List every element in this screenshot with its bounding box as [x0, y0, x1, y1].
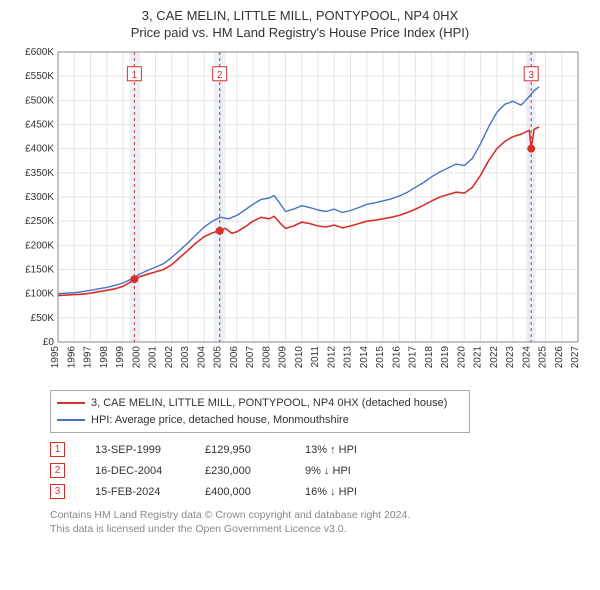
event-price: £400,000	[205, 486, 305, 498]
svg-text:2004: 2004	[196, 346, 207, 369]
svg-text:2018: 2018	[424, 346, 435, 369]
svg-text:£200K: £200K	[25, 240, 54, 251]
svg-text:1997: 1997	[83, 346, 94, 369]
svg-text:2013: 2013	[343, 346, 354, 369]
svg-text:3: 3	[528, 70, 534, 81]
svg-text:2000: 2000	[131, 346, 142, 369]
event-number-box: 2	[50, 463, 65, 478]
svg-text:1999: 1999	[115, 346, 126, 369]
svg-text:2009: 2009	[278, 346, 289, 369]
svg-text:1: 1	[132, 70, 138, 81]
svg-text:£600K: £600K	[25, 47, 54, 58]
svg-text:2025: 2025	[538, 346, 549, 369]
svg-text:2021: 2021	[473, 346, 484, 369]
svg-text:2022: 2022	[489, 346, 500, 369]
svg-text:1995: 1995	[50, 346, 61, 369]
event-number-box: 3	[50, 484, 65, 499]
event-list: 1 13-SEP-1999£129,95013% ↑ HPI 2 16-DEC-200…	[50, 439, 590, 502]
svg-text:2003: 2003	[180, 346, 191, 369]
svg-text:£250K: £250K	[25, 216, 54, 227]
svg-text:£50K: £50K	[31, 313, 55, 324]
svg-text:2020: 2020	[456, 346, 467, 369]
svg-text:2007: 2007	[245, 346, 256, 369]
event-hpi: 13% ↑ HPI	[305, 444, 357, 456]
svg-text:2: 2	[217, 70, 223, 81]
svg-text:2002: 2002	[164, 346, 175, 369]
svg-text:£100K: £100K	[25, 289, 54, 300]
legend-box: 3, CAE MELIN, LITTLE MILL, PONTYPOOL, NP…	[50, 390, 470, 433]
event-row: 3 15-FEB-2024£400,00016% ↓ HPI	[50, 481, 590, 502]
legend-row: HPI: Average price, detached house, Monm…	[57, 412, 463, 429]
event-hpi: 9% ↓ HPI	[305, 465, 351, 477]
footnote-line1: Contains HM Land Registry data © Crown c…	[50, 508, 590, 522]
price-chart: 123£0£50K£100K£150K£200K£250K£300K£350K£…	[10, 46, 590, 376]
svg-text:2001: 2001	[148, 346, 159, 369]
svg-text:1998: 1998	[99, 346, 110, 369]
event-number-box: 1	[50, 442, 65, 457]
svg-text:£550K: £550K	[25, 71, 54, 82]
legend-label: 3, CAE MELIN, LITTLE MILL, PONTYPOOL, NP…	[91, 395, 447, 412]
svg-text:£500K: £500K	[25, 95, 54, 106]
svg-text:2016: 2016	[391, 346, 402, 369]
legend-swatch	[57, 419, 85, 421]
svg-text:£150K: £150K	[25, 265, 54, 276]
legend-row: 3, CAE MELIN, LITTLE MILL, PONTYPOOL, NP…	[57, 395, 463, 412]
svg-text:2006: 2006	[229, 346, 240, 369]
svg-text:2012: 2012	[326, 346, 337, 369]
svg-text:£400K: £400K	[25, 144, 54, 155]
svg-text:2027: 2027	[570, 346, 581, 369]
svg-text:2015: 2015	[375, 346, 386, 369]
event-date: 16-DEC-2004	[95, 465, 205, 477]
svg-text:£300K: £300K	[25, 192, 54, 203]
svg-text:2017: 2017	[408, 346, 419, 369]
event-hpi: 16% ↓ HPI	[305, 486, 357, 498]
event-price: £129,950	[205, 444, 305, 456]
svg-text:2023: 2023	[505, 346, 516, 369]
chart-title-block: 3, CAE MELIN, LITTLE MILL, PONTYPOOL, NP…	[10, 8, 590, 40]
svg-text:2008: 2008	[261, 346, 272, 369]
event-row: 1 13-SEP-1999£129,95013% ↑ HPI	[50, 439, 590, 460]
event-date: 15-FEB-2024	[95, 486, 205, 498]
svg-text:2024: 2024	[521, 346, 532, 369]
svg-text:2014: 2014	[359, 346, 370, 369]
title-line1: 3, CAE MELIN, LITTLE MILL, PONTYPOOL, NP…	[10, 8, 590, 23]
footnote: Contains HM Land Registry data © Crown c…	[50, 508, 590, 536]
svg-text:1996: 1996	[66, 346, 77, 369]
svg-text:2019: 2019	[440, 346, 451, 369]
chart-container: 123£0£50K£100K£150K£200K£250K£300K£350K£…	[10, 46, 590, 376]
footnote-line2: This data is licensed under the Open Gov…	[50, 522, 590, 536]
svg-text:2005: 2005	[213, 346, 224, 369]
title-line2: Price paid vs. HM Land Registry's House …	[10, 25, 590, 40]
svg-text:2011: 2011	[310, 346, 321, 368]
legend-label: HPI: Average price, detached house, Monm…	[91, 412, 349, 429]
svg-text:£350K: £350K	[25, 168, 54, 179]
legend-swatch	[57, 402, 85, 404]
event-date: 13-SEP-1999	[95, 444, 205, 456]
svg-text:2026: 2026	[554, 346, 565, 369]
svg-text:2010: 2010	[294, 346, 305, 369]
svg-text:£450K: £450K	[25, 120, 54, 131]
event-row: 2 16-DEC-2004£230,0009% ↓ HPI	[50, 460, 590, 481]
event-price: £230,000	[205, 465, 305, 477]
